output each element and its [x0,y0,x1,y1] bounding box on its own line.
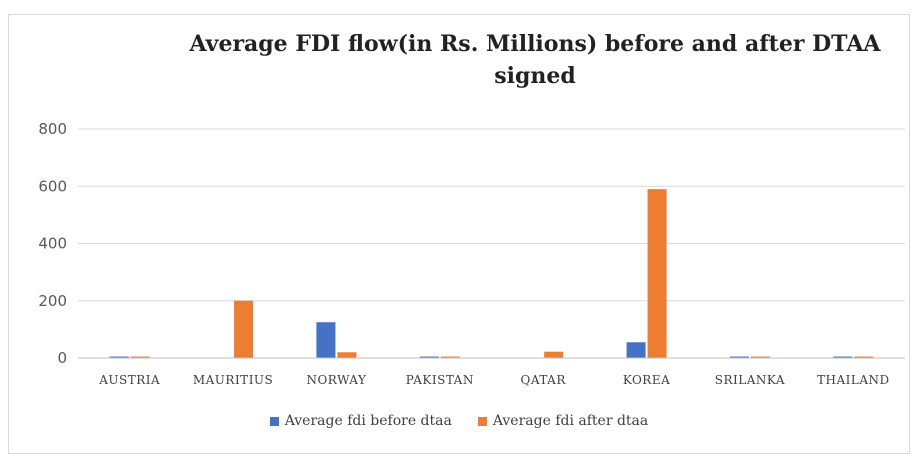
legend-item-before: Average fdi before dtaa [269,413,452,429]
y-tick-label: 0 [57,349,67,367]
bar-before-srilanka [729,356,749,358]
bar-after-mauritius [234,300,254,358]
bar-after-srilanka [750,356,770,358]
y-tick-label: 400 [38,235,67,253]
bar-before-austria [109,356,129,358]
legend-item-after: Average fdi after dtaa [477,413,649,429]
chart-title: Average FDI flow(in Rs. Millions) before… [189,31,881,89]
bar-after-pakistan [440,356,460,358]
bar-after-thailand [854,356,874,358]
bars [109,189,874,358]
category-label: THAILAND [817,373,890,387]
bar-after-korea [647,189,667,358]
bar-after-austria [130,356,150,358]
y-tick-label: 800 [38,120,67,138]
bar-after-norway [337,352,357,358]
legend: Average fdi before dtaa Average fdi afte… [0,409,918,433]
bar-before-pakistan [419,356,439,358]
legend-label-after: Average fdi after dtaa [492,413,649,429]
y-tick-label: 600 [38,177,67,195]
plot-area: 0 200 400 600 800 AUSTRIA MAURITIUS NORWAY PAKI… [38,120,905,387]
category-label: MAURITIUS [193,373,273,387]
legend-label-before: Average fdi before dtaa [284,413,452,429]
category-labels: AUSTRIA MAURITIUS NORWAY PAKISTAN QATAR KOREA… [98,373,889,387]
bar-before-thailand [833,356,853,358]
legend-swatch-after [477,416,487,426]
category-label: KOREA [623,373,670,387]
category-label: PAKISTAN [406,373,474,387]
y-tick-label: 200 [38,292,67,310]
y-axis-ticks: 0 200 400 600 800 [38,120,67,367]
gridlines [78,128,905,302]
chart-area [8,14,910,454]
bar-before-norway [316,322,336,358]
bar-before-korea [626,342,646,358]
category-label: NORWAY [306,373,367,387]
legend-swatch-before [269,416,279,426]
category-label: AUSTRIA [98,373,160,387]
category-label: QATAR [520,373,566,387]
bar-after-qatar [544,351,564,358]
category-label: SRILANKA [715,373,785,387]
